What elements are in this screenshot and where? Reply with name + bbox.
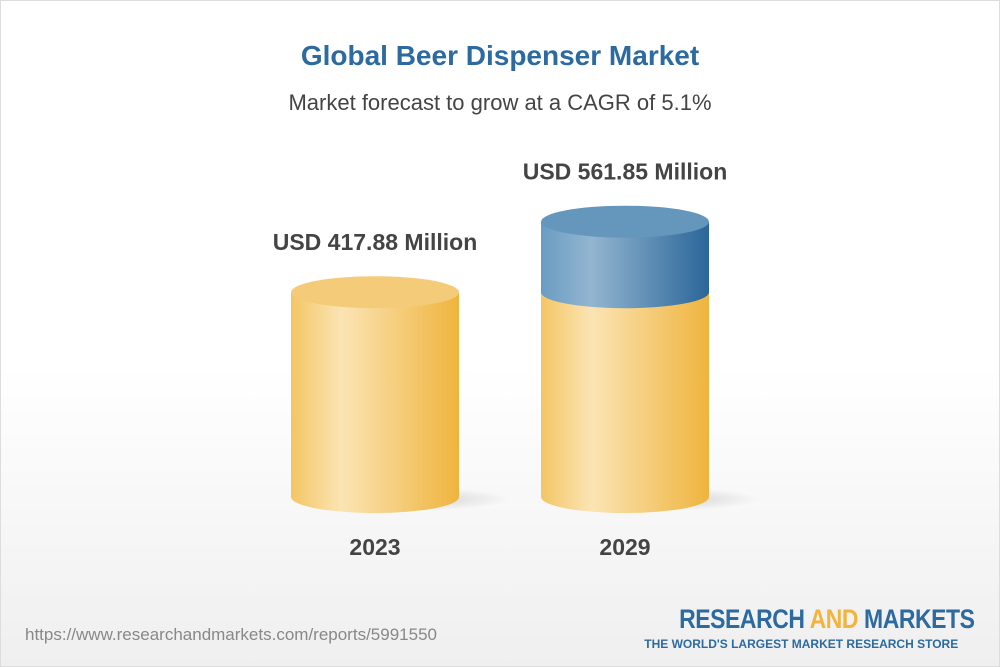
cylinder-body-base — [541, 292, 709, 513]
research-and-markets-logo: RESEARCH AND MARKETS THE WORLD'S LARGEST… — [644, 604, 975, 651]
category-label: 2023 — [349, 534, 400, 560]
chart-title: Global Beer Dispenser Market — [300, 40, 700, 71]
category-label: 2029 — [599, 534, 650, 560]
cylinder-body-base — [291, 292, 459, 513]
data-label: USD 417.88 Million — [273, 229, 478, 255]
cylinder-top — [541, 205, 709, 238]
chart-subtitle: Market forecast to grow at a CAGR of 5.1… — [288, 90, 712, 115]
data-label: USD 561.85 Million — [523, 159, 728, 185]
cylinder-top — [291, 276, 459, 309]
cylinder-body-growth — [541, 221, 709, 309]
source-url[interactable]: https://www.researchandmarkets.com/repor… — [25, 625, 437, 644]
